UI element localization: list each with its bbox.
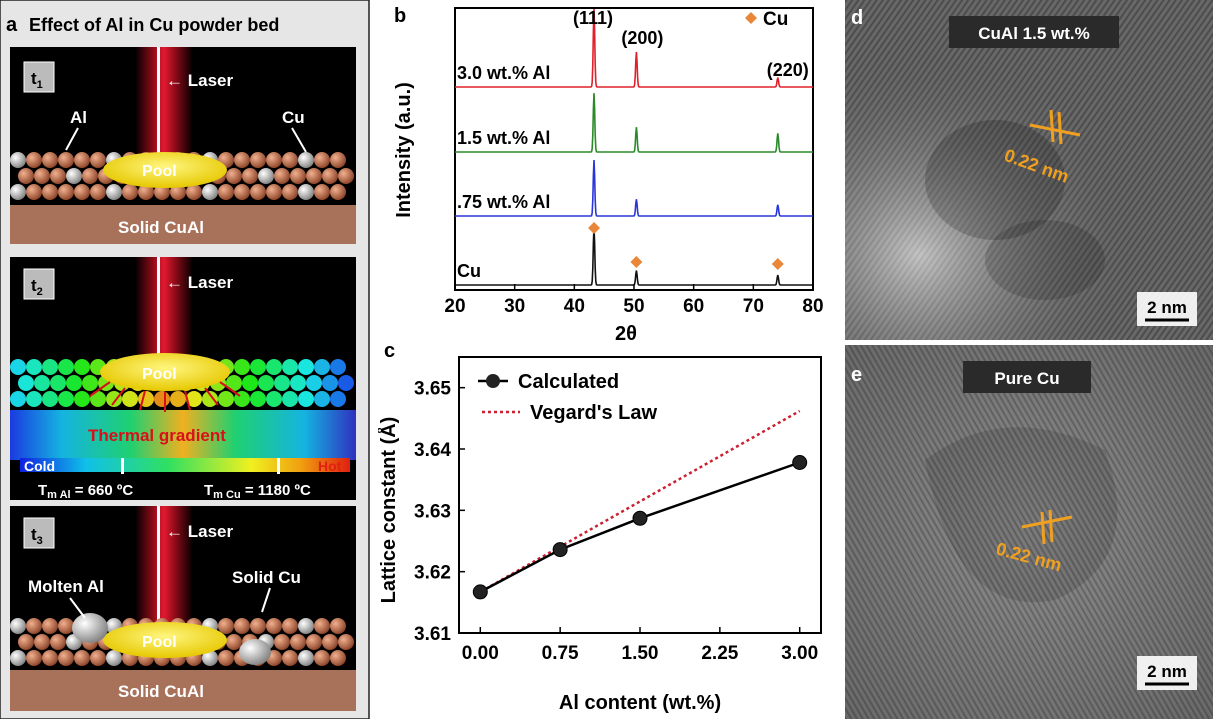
xrd-series-line <box>455 93 813 153</box>
panel-a-letter: a <box>6 14 18 36</box>
t3-frame: ← Laser t3 Pool Solid CuAl Molten Al Sol… <box>10 506 356 711</box>
xrd-plot-area: 3.0 wt.% Al 1.5 wt.% Al .75 wt.% Al Cu 20 30 4… <box>444 7 824 317</box>
xrd-peak-label: (200) <box>621 28 663 48</box>
temperature-colorbar <box>20 458 350 472</box>
tem-panels: d CuAl 1.5 wt.% 0.22 nm 2 nm e Pure Cu 0… <box>845 0 1213 719</box>
tem-image-d: d CuAl 1.5 wt.% 0.22 nm 2 nm <box>845 0 1213 340</box>
xrd-series-label: .75 wt.% Al <box>457 192 550 212</box>
substrate-label: Solid CuAl <box>118 682 204 701</box>
lattice-fringe-marker <box>1021 509 1073 545</box>
molten-al-droplet <box>72 613 108 643</box>
tm-al-label: Tm Al = 660 ºC <box>38 482 133 501</box>
lattice-y-tick-label: 3.65 <box>414 379 451 400</box>
thermal-substrate <box>10 410 356 460</box>
substrate-label: Solid CuAl <box>118 218 204 237</box>
xrd-x-axis-label: 2θ <box>615 323 637 345</box>
lattice-y-tick-label: 3.61 <box>414 624 451 645</box>
xrd-series-label: 1.5 wt.% Al <box>457 128 550 148</box>
time-label-t1: t1 <box>31 69 43 91</box>
laser-label: ← Laser <box>166 71 233 90</box>
lattice-y-axis-label: Lattice constant (Å) <box>378 417 400 604</box>
xrd-peak-label: (111) <box>573 8 613 28</box>
xrd-legend-marker <box>745 12 757 24</box>
pool-label: Pool <box>142 366 177 383</box>
panel-e-label: Pure Cu <box>994 369 1059 388</box>
panel-e-letter: e <box>851 364 862 386</box>
xrd-x-tick-label: 80 <box>802 296 823 317</box>
lattice-x-tick-label: 0.00 <box>462 643 499 664</box>
melt-pool <box>103 622 227 658</box>
lattice-y-tick-label: 3.64 <box>414 440 451 461</box>
xrd-x-tick-label: 70 <box>743 296 764 317</box>
calculated-point <box>472 584 488 600</box>
lattice-x-tick-label: 1.50 <box>622 643 659 664</box>
lattice-y-tick-label: 3.62 <box>414 563 451 584</box>
panel-d-label: CuAl 1.5 wt.% <box>978 24 1089 43</box>
panel-b-letter: b <box>394 5 406 27</box>
legend-calculated-marker <box>486 374 500 388</box>
xrd-x-tick-label: 50 <box>623 296 644 317</box>
xrd-x-tick-label: 30 <box>504 296 525 317</box>
calculated-point <box>792 454 808 470</box>
xrd-x-tick-label: 60 <box>683 296 704 317</box>
scale-bar-label-d: 2 nm <box>1147 298 1187 317</box>
panel-d-letter: d <box>851 7 863 29</box>
calculated-line <box>479 461 801 594</box>
t1-frame: ← Laser t1 Pool Solid CuAl Al Cu <box>10 47 356 244</box>
xrd-x-tick-label: 40 <box>564 296 585 317</box>
tem-image-e: e Pure Cu 0.22 nm 2 nm <box>845 345 1213 719</box>
t2-frame: ← Laser t2 Pool Thermal gradient Cold Ho… <box>10 257 356 501</box>
scale-bar-label-e: 2 nm <box>1147 662 1187 681</box>
melt-pool <box>103 152 227 188</box>
lattice-fringe-marker <box>1029 109 1081 145</box>
lattice-x-tick-label: 0.75 <box>542 643 579 664</box>
xrd-peak-label: (220) <box>767 60 809 80</box>
laser-label: ← Laser <box>166 522 233 541</box>
pool-label: Pool <box>142 163 177 180</box>
xrd-cu-marker <box>588 222 601 234</box>
legend-calculated-label: Calculated <box>518 371 619 393</box>
vegard-line <box>479 409 801 593</box>
xrd-x-tick-label: 20 <box>444 296 465 317</box>
time-label-t3: t3 <box>31 525 43 547</box>
time-label-t2: t2 <box>31 276 43 298</box>
solid-cu-label: Solid Cu <box>232 568 301 587</box>
al-label: Al <box>70 108 87 127</box>
lattice-chart: c 3.613.623.633.643.650.00 0.75 1.50 2.25 3.… <box>378 345 822 714</box>
lattice-plot-area: 3.61 3.62 3.63 3.64 3.65 0.00 0.75 1.50 2.25 3.00… <box>414 356 822 664</box>
xrd-series-line <box>455 159 813 217</box>
lattice-y-tick-label: 3.63 <box>414 501 451 522</box>
panel-a-title: Effect of Al in Cu powder bed <box>29 15 279 35</box>
xrd-cu-marker <box>630 256 643 268</box>
tm-cu-label: Tm Cu = 1180 ºC <box>204 482 311 501</box>
lattice-x-tick-label: 3.00 <box>781 643 818 664</box>
xrd-cu-marker <box>771 258 784 270</box>
heat-flow-arrows <box>89 381 241 412</box>
xrd-legend-label: Cu <box>763 9 788 30</box>
xrd-series-line <box>455 8 813 88</box>
panel-c-letter: c <box>384 345 395 362</box>
cold-label: Cold <box>24 458 55 474</box>
legend-vegard-label: Vegard's Law <box>530 402 657 424</box>
substrate <box>10 670 356 711</box>
panel-a: a Effect of Al in Cu powder bed ← Laser … <box>0 0 370 719</box>
pool-label: Pool <box>142 634 177 651</box>
lattice-x-tick-label: 2.25 <box>701 643 738 664</box>
xrd-series-line <box>455 226 813 286</box>
molten-al-label: Molten Al <box>28 577 104 596</box>
melt-pool <box>100 353 230 391</box>
calculated-point <box>552 542 568 558</box>
substrate <box>10 205 356 244</box>
xrd-series-label: 3.0 wt.% Al <box>457 63 550 83</box>
calculated-point <box>632 510 648 526</box>
lattice-x-axis-label: Al content (wt.%) <box>559 692 721 714</box>
xrd-series-label: Cu <box>457 261 481 281</box>
laser-label: ← Laser <box>166 273 233 292</box>
cu-label: Cu <box>282 108 305 127</box>
xrd-y-axis-label: Intensity (a.u.) <box>393 82 415 218</box>
hot-label: Hot <box>318 458 342 474</box>
thermal-gradient-label: Thermal gradient <box>88 426 226 445</box>
lattice-frame <box>458 356 822 634</box>
